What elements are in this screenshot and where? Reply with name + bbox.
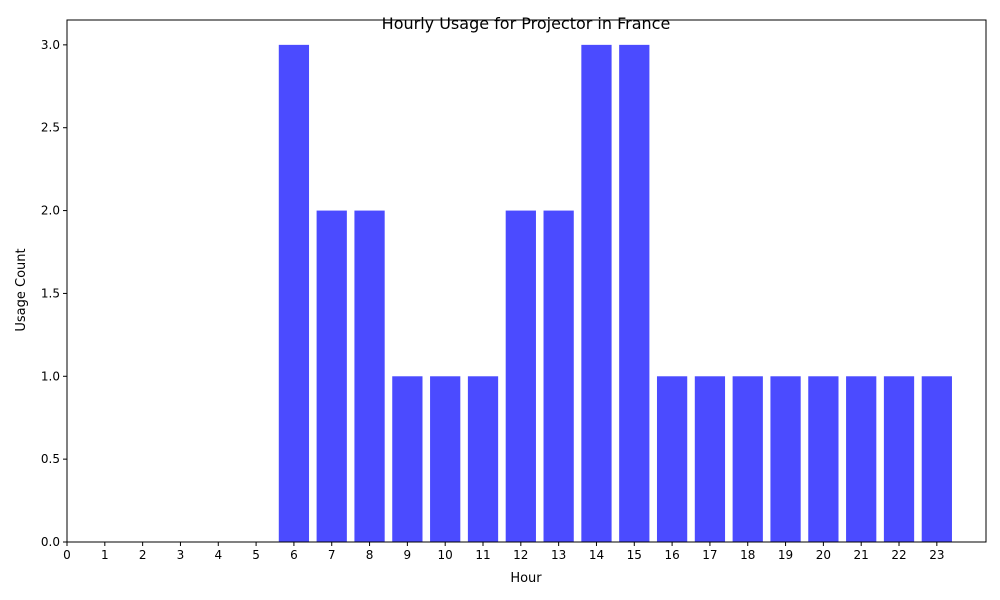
bar-hour-19 [770,376,801,542]
x-tick-label: 3 [177,548,185,562]
x-tick-label: 21 [854,548,869,562]
bars-group [278,44,952,543]
x-tick-label: 9 [404,548,412,562]
x-tick-label: 5 [252,548,260,562]
bar-hour-23 [921,376,952,542]
x-axis-ticks: 0 1 2 3 4 5 6 7 8 9 10 11 12 13 14 15 16 17 18 19 20 21 22 23 [63,542,944,562]
x-tick-label: 17 [702,548,717,562]
x-tick-label: 10 [438,548,453,562]
x-tick-label: 7 [328,548,336,562]
bar-hour-13 [543,210,574,543]
x-axis-label: Hour [510,571,542,586]
bar-hour-20 [808,376,839,542]
x-tick-label: 12 [513,548,528,562]
bar-hour-11 [467,376,499,542]
chart-title: Hourly Usage for Projector in France [382,14,671,33]
y-tick-label: 1.5 [41,286,60,300]
x-tick-label: 8 [366,548,374,562]
x-tick-label: 0 [63,548,71,562]
x-tick-label: 14 [589,548,604,562]
x-tick-label: 18 [740,548,755,562]
y-tick-label: 0.5 [41,452,60,466]
x-tick-label: 2 [139,548,147,562]
bar-hour-7 [316,210,347,543]
y-axis-label: Usage Count [14,248,29,331]
bar-hour-14 [581,44,612,542]
bar-hour-8 [354,210,385,543]
y-tick-label: 0.0 [41,535,60,549]
y-tick-label: 2.0 [41,204,60,218]
y-axis-ticks: 0.0 0.5 1.0 1.5 2.0 2.5 3.0 [41,38,67,549]
bar-hour-17 [694,376,726,542]
x-tick-label: 19 [778,548,793,562]
bar-hour-16 [656,376,688,542]
x-tick-label: 13 [551,548,566,562]
bar-hour-21 [846,376,877,542]
x-tick-label: 6 [290,548,298,562]
bar-hour-10 [430,376,461,542]
x-tick-label: 15 [627,548,642,562]
bar-hour-12 [505,210,536,543]
x-tick-label: 23 [929,548,944,562]
bar-hour-15 [619,44,650,542]
y-tick-label: 2.5 [41,121,60,135]
y-tick-label: 3.0 [41,38,60,52]
x-tick-label: 4 [214,548,222,562]
bar-hour-6 [278,44,310,542]
plot-frame [66,19,987,543]
bar-hour-9 [392,376,423,542]
x-tick-label: 22 [891,548,906,562]
bar-hour-22 [883,376,915,542]
x-tick-label: 20 [816,548,831,562]
x-tick-label: 16 [664,548,679,562]
x-tick-label: 11 [475,548,490,562]
y-tick-label: 1.0 [41,369,60,383]
x-tick-label: 1 [101,548,109,562]
bar-hour-18 [732,376,763,542]
